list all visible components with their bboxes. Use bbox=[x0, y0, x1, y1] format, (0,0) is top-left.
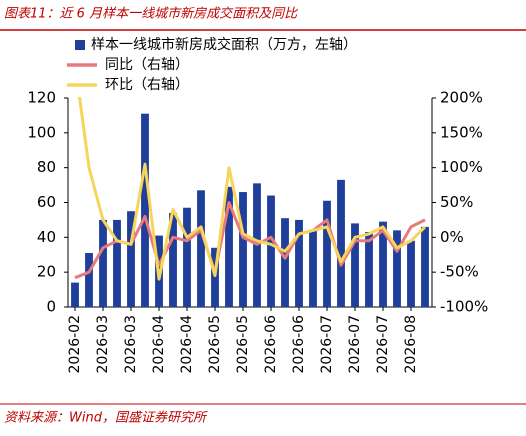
x-tick-label: 2026-08 bbox=[403, 315, 419, 374]
x-tick-label: 2026-03 bbox=[95, 315, 111, 374]
source: 资料来源：Wind，国盛证券研究所 bbox=[4, 410, 208, 426]
x-tick-label: 2026-04 bbox=[151, 315, 167, 374]
bar bbox=[211, 247, 219, 307]
line bbox=[78, 97, 427, 281]
x-tick-label: 2026-07 bbox=[375, 315, 391, 374]
bar bbox=[281, 218, 289, 307]
bar bbox=[295, 219, 303, 307]
legend-swatch bbox=[75, 40, 85, 50]
y2-tick-label: -100% bbox=[440, 298, 488, 316]
y-tick-label: 120 bbox=[27, 89, 56, 107]
bar bbox=[85, 253, 93, 307]
y2-tick-label: 50% bbox=[440, 193, 473, 211]
bar bbox=[141, 113, 149, 307]
y-tick-label: 60 bbox=[37, 193, 56, 211]
bar bbox=[365, 232, 373, 307]
legend-label: 同比（右轴） bbox=[105, 57, 189, 73]
bar bbox=[197, 190, 205, 307]
x-tick-label: 2026-02 bbox=[67, 315, 83, 374]
x-tick-label: 2026-04 bbox=[179, 315, 195, 374]
bar bbox=[351, 223, 359, 307]
y-tick-label: 80 bbox=[37, 158, 56, 176]
y2-tick-label: -50% bbox=[440, 263, 479, 281]
y-tick-label: 100 bbox=[27, 123, 56, 141]
bar bbox=[99, 219, 107, 307]
bar bbox=[323, 200, 331, 307]
x-tick-label: 2026-06 bbox=[291, 315, 307, 374]
legend-label: 环比（右轴） bbox=[105, 77, 189, 93]
x-tick-label: 2026-07 bbox=[347, 315, 363, 374]
x-tick-label: 2026-07 bbox=[319, 315, 335, 374]
bar bbox=[379, 221, 387, 307]
bar bbox=[309, 230, 317, 307]
bar bbox=[183, 207, 191, 307]
x-tick-label: 2026-06 bbox=[263, 315, 279, 374]
x-tick-label: 2026-05 bbox=[207, 315, 223, 374]
bar bbox=[113, 219, 121, 307]
y2-tick-label: 0% bbox=[440, 228, 464, 246]
bar bbox=[127, 211, 135, 307]
bar bbox=[71, 282, 79, 307]
bar bbox=[239, 192, 247, 307]
bar bbox=[169, 212, 177, 307]
bar bbox=[225, 186, 233, 307]
y2-tick-label: 100% bbox=[440, 158, 483, 176]
chart-title: 图表11：近 6 月样本一线城市新房成交面积及同比 bbox=[4, 6, 298, 22]
bar bbox=[421, 226, 429, 307]
x-tick-label: 2026-03 bbox=[123, 315, 139, 374]
x-tick-label: 2026-05 bbox=[235, 315, 251, 374]
bar bbox=[407, 240, 415, 307]
y-tick-label: 0 bbox=[46, 298, 56, 316]
legend-label: 样本一线城市新房成交面积（万方，左轴） bbox=[91, 36, 357, 53]
plot-area bbox=[71, 97, 429, 307]
bar bbox=[337, 179, 345, 307]
y-tick-label: 40 bbox=[37, 228, 56, 246]
y2-tick-label: 200% bbox=[440, 89, 483, 107]
y2-tick-label: 150% bbox=[440, 123, 483, 141]
bar bbox=[393, 230, 401, 307]
y-tick-label: 20 bbox=[37, 263, 56, 281]
bar bbox=[267, 195, 275, 307]
